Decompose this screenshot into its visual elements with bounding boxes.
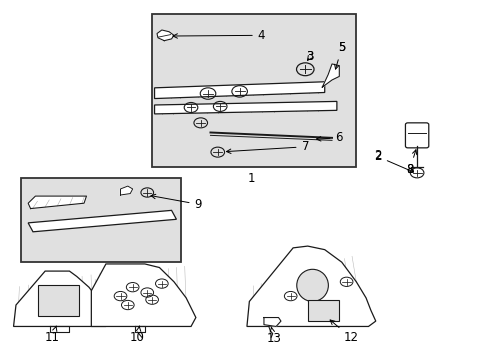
Bar bbox=[307, 300, 339, 321]
Polygon shape bbox=[28, 210, 176, 232]
Polygon shape bbox=[246, 246, 375, 327]
Text: 2: 2 bbox=[374, 150, 413, 172]
Text: 5: 5 bbox=[337, 41, 345, 54]
Text: 12: 12 bbox=[329, 320, 358, 345]
Bar bbox=[38, 285, 79, 316]
Ellipse shape bbox=[296, 269, 328, 301]
Text: 4: 4 bbox=[173, 29, 264, 42]
Polygon shape bbox=[264, 318, 281, 327]
Text: 9: 9 bbox=[151, 194, 202, 211]
FancyBboxPatch shape bbox=[405, 123, 428, 148]
Text: 8: 8 bbox=[406, 163, 413, 176]
Bar bbox=[152, 14, 356, 167]
Polygon shape bbox=[154, 102, 336, 114]
Bar bbox=[21, 178, 181, 262]
Polygon shape bbox=[91, 264, 196, 327]
Polygon shape bbox=[154, 82, 324, 99]
Polygon shape bbox=[120, 186, 132, 195]
Text: 8: 8 bbox=[406, 150, 416, 176]
Text: 6: 6 bbox=[316, 131, 343, 144]
Text: 13: 13 bbox=[265, 327, 281, 346]
Polygon shape bbox=[157, 30, 174, 41]
Polygon shape bbox=[14, 271, 108, 327]
Text: 11: 11 bbox=[45, 326, 60, 345]
Text: 7: 7 bbox=[226, 140, 308, 153]
Text: 3: 3 bbox=[306, 50, 313, 63]
Text: 1: 1 bbox=[247, 172, 255, 185]
Polygon shape bbox=[28, 196, 86, 208]
Text: 2: 2 bbox=[374, 149, 381, 162]
Polygon shape bbox=[322, 64, 339, 87]
Text: 10: 10 bbox=[130, 326, 144, 345]
Text: 5: 5 bbox=[334, 41, 345, 69]
Text: 3: 3 bbox=[306, 50, 313, 63]
